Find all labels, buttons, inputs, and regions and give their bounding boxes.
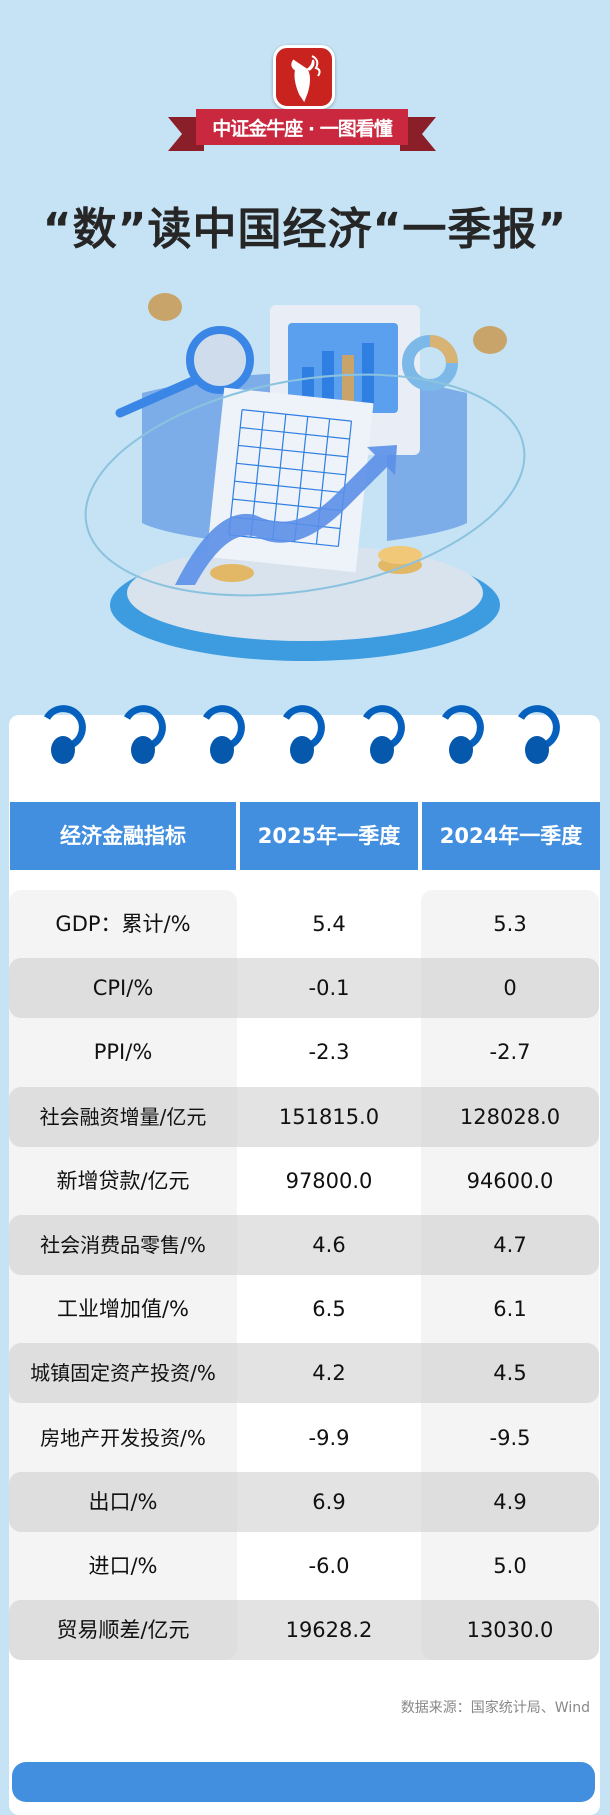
cell-indicator: CPI/% [92, 976, 154, 1001]
binder-ring-icon [41, 690, 91, 765]
cell-2024q1: 5.0 [493, 1554, 527, 1578]
ribbon-text: 中证金牛座 · 一图看懂 [212, 118, 392, 140]
cell-2025q1: 6.9 [312, 1489, 346, 1514]
cell-2024q1: 4.9 [493, 1489, 527, 1514]
cell-indicator: 进口/% [88, 1554, 158, 1578]
row-band [9, 1471, 599, 1532]
cell-2025q1: -9.9 [308, 1425, 350, 1450]
cell-2024q1: 4.7 [493, 1233, 527, 1257]
cell-indicator: GDP：累计/% [55, 912, 191, 936]
cell-2024q1: 6.1 [493, 1297, 527, 1322]
cell-indicator: 新增贷款/亿元 [56, 1168, 190, 1193]
cell-indicator: 出口/% [88, 1489, 158, 1514]
cell-2024q1: -2.7 [489, 1040, 531, 1065]
cell-indicator: 工业增加值/% [56, 1297, 190, 1322]
page-title: “数”读中国经济“一季报” [42, 204, 568, 255]
row-band [9, 1600, 599, 1661]
cell-2025q1: 19628.2 [285, 1618, 373, 1643]
cell-2024q1: 128028.0 [459, 1104, 561, 1129]
cell-2025q1: 5.4 [312, 912, 346, 936]
binder-ring-icon [515, 690, 565, 765]
cell-2025q1: 6.5 [312, 1297, 346, 1322]
binder-ring-icon [439, 690, 489, 765]
cell-indicator: 社会消费品零售/% [40, 1233, 206, 1257]
row-band [9, 1086, 599, 1147]
cell-2024q1: -9.5 [489, 1425, 531, 1450]
cell-2024q1: 0 [503, 976, 517, 1001]
table-header: 经济金融指标 2025年一季度 2024年一季度 [9, 802, 600, 870]
cell-2025q1: 97800.0 [285, 1168, 373, 1193]
binder-ring-icon [200, 690, 250, 765]
data-source: 数据来源：国家统计局、Wind [400, 1700, 590, 1716]
cell-2024q1: 94600.0 [466, 1168, 554, 1193]
header-indicator: 经济金融指标 [10, 802, 236, 870]
cell-2025q1: 151815.0 [278, 1104, 380, 1129]
cell-2024q1: 13030.0 [466, 1618, 554, 1643]
cell-2025q1: 4.2 [312, 1361, 346, 1386]
header-2024q1: 2024年一季度 [422, 802, 600, 870]
cell-2025q1: -0.1 [308, 976, 350, 1001]
binder-ring-icon [280, 690, 330, 765]
cell-2024q1: 4.5 [493, 1361, 527, 1386]
brand-logo [273, 45, 335, 109]
cell-indicator: PPI/% [93, 1040, 153, 1065]
row-band [9, 1343, 599, 1404]
cell-2024q1: 5.3 [493, 912, 527, 936]
ribbon-banner [168, 109, 436, 151]
bottom-bar [12, 1762, 595, 1802]
header-2025q1: 2025年一季度 [240, 802, 418, 870]
cell-indicator: 贸易顺差/亿元 [56, 1618, 190, 1643]
cell-indicator: 房地产开发投资/% [40, 1425, 206, 1450]
cell-indicator: 城镇固定资产投资/% [30, 1361, 216, 1386]
economy-illustration [84, 293, 526, 661]
row-band [9, 958, 599, 1019]
cell-2025q1: -2.3 [308, 1040, 350, 1065]
row-band [9, 1215, 599, 1275]
binder-ring-icon [360, 690, 410, 765]
cell-indicator: 社会融资增量/亿元 [39, 1104, 207, 1129]
cell-2025q1: 4.6 [312, 1233, 346, 1257]
binder-ring-icon [121, 690, 171, 765]
cell-2025q1: -6.0 [308, 1554, 350, 1578]
